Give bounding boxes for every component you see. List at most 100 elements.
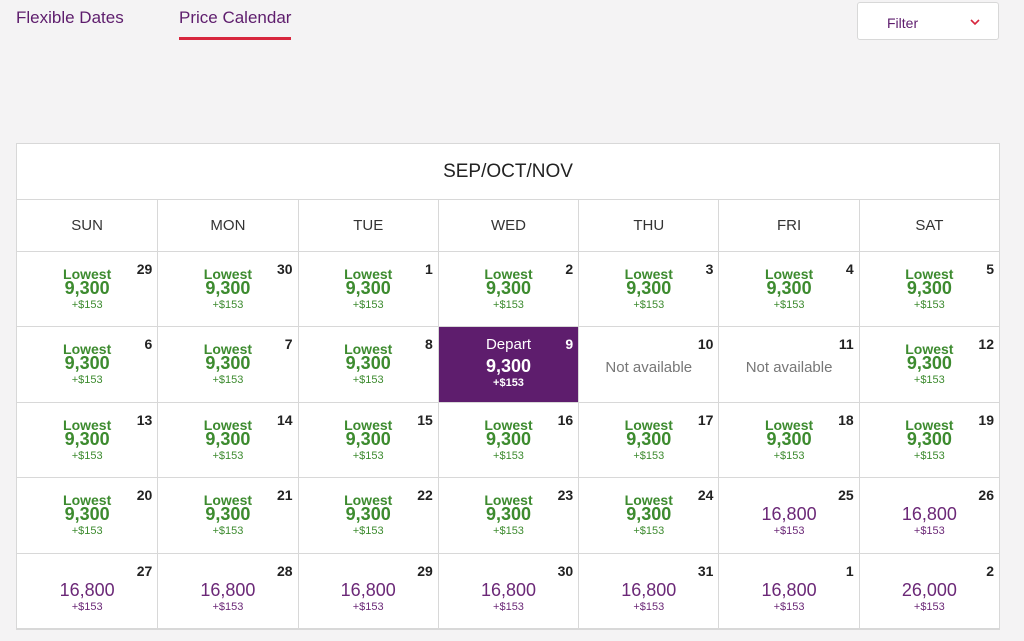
price: 26,000 [901, 579, 957, 600]
day-cell[interactable]: 6 Lowest 9,300 +$153 [17, 327, 158, 403]
tab-active[interactable]: Price Calendar [179, 8, 292, 40]
day-cell[interactable]: 15 Lowest 9,300 +$153 [297, 402, 438, 479]
cell-label: Lowest [484, 492, 533, 509]
price: 16,800 [761, 504, 817, 525]
price: 9,300 [626, 278, 672, 298]
day-cell[interactable]: 31 16,800 +$153 [578, 553, 719, 629]
fee: +$153 [493, 525, 524, 538]
price: 9,300 [485, 278, 532, 298]
cell-label: Lowest [203, 416, 253, 433]
price: 9,300 [766, 428, 812, 449]
fee: +$153 [913, 299, 945, 311]
cell-label: Lowest [63, 341, 112, 358]
price: 16,800 [59, 579, 115, 600]
price: 9,300 [64, 428, 110, 449]
day-cell[interactable]: 4 Lowest 9,300 +$153 [718, 252, 859, 328]
price: 9,300 [205, 504, 251, 525]
fee: +$153 [493, 299, 524, 311]
fee: +$153 [773, 449, 805, 462]
cell-label: Lowest [344, 341, 393, 358]
day-cell[interactable]: 5 Lowest 9,300 +$153 [858, 252, 999, 328]
day-number: 22 [417, 487, 433, 504]
fee: +$153 [212, 449, 244, 462]
filter-dropdown[interactable]: Filter [857, 2, 999, 40]
cell-label: Lowest [63, 266, 112, 282]
fee: +$153 [212, 299, 244, 311]
day-cell[interactable]: 25 16,800 +$153 [718, 478, 859, 554]
day-number: 18 [838, 411, 854, 428]
day-cell[interactable]: 2 Lowest 9,300 +$153 [437, 252, 579, 328]
fee: +$153 [913, 600, 945, 613]
day-cell[interactable]: 17 Lowest 9,300 +$153 [578, 402, 719, 479]
day-number: 8 [425, 336, 433, 353]
day-cell[interactable]: 24 Lowest 9,300 +$153 [578, 478, 719, 554]
fee: +$153 [352, 525, 384, 538]
day-cell[interactable]: 29 Lowest 9,300 +$153 [17, 252, 158, 328]
price: 9,300 [205, 353, 251, 374]
day-number: 10 [697, 336, 714, 353]
weekday-header: MON [157, 200, 298, 252]
day-number: 27 [136, 562, 153, 579]
day-number: 2 [565, 261, 574, 277]
day-cell[interactable]: 12 Lowest 9,300 +$153 [858, 327, 999, 403]
price: 9,300 [64, 504, 110, 525]
day-number: 20 [136, 487, 153, 504]
day-cell[interactable]: 20 Lowest 9,300 +$153 [17, 478, 158, 554]
price: 9,300 [906, 428, 952, 449]
fee: +$153 [633, 600, 665, 613]
day-cell[interactable]: 23 Lowest 9,300 +$153 [437, 478, 579, 554]
day-cell[interactable]: 21 Lowest 9,300 +$153 [157, 478, 298, 554]
day-number: 16 [557, 411, 574, 428]
cell-label: Lowest [344, 416, 393, 433]
day-number: 9 [565, 336, 574, 353]
day-cell[interactable]: 2 26,000 +$153 [858, 553, 999, 629]
day-cell[interactable]: 19 Lowest 9,300 +$153 [858, 402, 999, 479]
cell-label: Lowest [764, 416, 814, 433]
day-cell[interactable]: 14 Lowest 9,300 +$153 [157, 402, 298, 479]
day-number: 26 [978, 487, 994, 504]
cell-label: Lowest [344, 492, 393, 509]
day-cell[interactable]: 11 Not available [718, 327, 859, 403]
fee: +$153 [913, 374, 945, 387]
filter-label: Filter [887, 15, 919, 31]
day-cell[interactable]: 1 16,800 +$153 [718, 553, 859, 629]
tab[interactable]: Flexible Dates [16, 8, 124, 27]
day-number: 29 [136, 261, 153, 277]
day-cell[interactable]: 16 Lowest 9,300 +$153 [437, 402, 579, 479]
day-cell[interactable]: 18 Lowest 9,300 +$153 [718, 402, 859, 479]
cell-label: Lowest [484, 416, 533, 433]
day-number: 14 [276, 411, 293, 428]
day-cell[interactable]: 30 Lowest 9,300 +$153 [157, 252, 298, 328]
fee: +$153 [352, 374, 384, 387]
day-cell[interactable]: 22 Lowest 9,300 +$153 [297, 478, 438, 554]
day-number: 17 [697, 411, 714, 428]
cell-label: Lowest [484, 266, 533, 282]
day-cell[interactable]: 13 Lowest 9,300 +$153 [17, 403, 158, 479]
cell-label: Lowest [203, 266, 253, 282]
day-cell[interactable]: 28 16,800 +$153 [157, 553, 298, 629]
day-cell[interactable]: 8 Lowest 9,300 +$153 [297, 327, 438, 403]
fee: +$153 [352, 449, 384, 462]
day-cell[interactable]: 29 16,800 +$153 [297, 553, 438, 629]
day-cell[interactable]: 30 16,800 +$153 [437, 553, 579, 629]
fee: +$153 [913, 449, 945, 462]
day-cell[interactable]: 26 16,800 +$153 [858, 478, 999, 554]
price: 9,300 [906, 353, 952, 374]
price: 9,300 [485, 428, 532, 449]
fee: +$153 [71, 525, 103, 538]
fee: +$153 [773, 299, 805, 311]
price: 16,800 [621, 579, 677, 600]
price: 9,300 [626, 428, 672, 449]
fee: +$153 [773, 525, 805, 538]
day-cell[interactable]: 9 Depart 9,300 +$153 [437, 327, 579, 403]
cell-label: Not available [745, 359, 833, 377]
day-cell[interactable]: 7 Lowest 9,300 +$153 [157, 327, 298, 403]
fee: +$153 [633, 525, 665, 538]
day-number: 3 [705, 261, 714, 277]
day-cell[interactable]: 3 Lowest 9,300 +$153 [578, 252, 719, 328]
fee: +$153 [493, 449, 524, 462]
day-cell[interactable]: 1 Lowest 9,300 +$153 [297, 252, 438, 328]
day-cell[interactable]: 10 Not available [578, 327, 719, 403]
day-cell[interactable]: 27 16,800 +$153 [17, 554, 158, 629]
